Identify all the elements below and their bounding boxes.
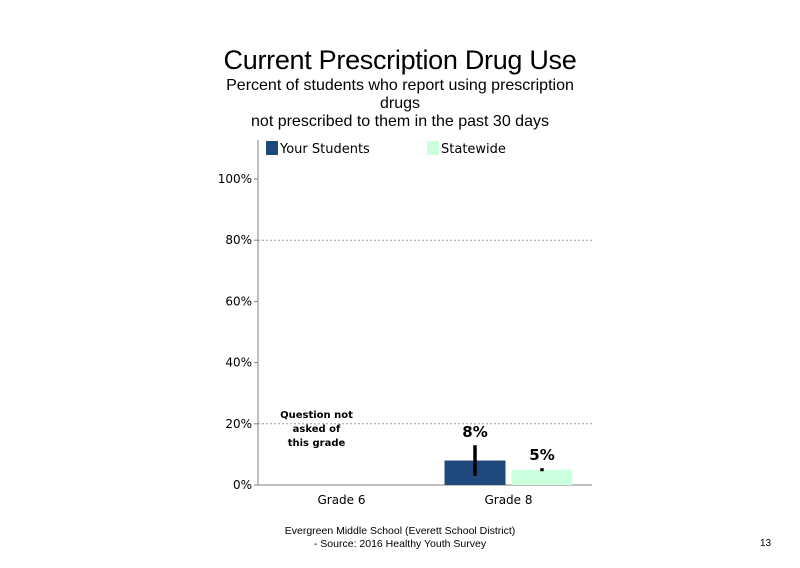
data-label: 8%: [462, 423, 487, 441]
slide-title: Current Prescription Drug Use: [223, 45, 577, 75]
subtitle-line-1: Percent of students who report using pre…: [226, 77, 574, 94]
bar: [511, 469, 573, 485]
legend-swatch: [266, 141, 278, 155]
subtitle-line-2: drugs: [379, 95, 421, 112]
y-tick-label: 40%: [225, 356, 252, 370]
legend-label: Statewide: [441, 142, 506, 157]
annotation-text: asked of: [293, 424, 341, 435]
legend-label: Your Students: [279, 142, 370, 157]
y-tick-label: 60%: [225, 294, 252, 308]
legend-swatch: [427, 141, 439, 155]
y-tick-label: 100%: [218, 172, 252, 186]
footer-line-1: Evergreen Middle School (Everett School …: [284, 525, 516, 537]
slide-subtitle: Percent of students who report using pre…: [200, 77, 600, 131]
annotation-text: this grade: [288, 438, 346, 449]
y-tick-label: 0%: [233, 478, 252, 492]
footer-line-2: - Source: 2016 Healthy Youth Survey: [313, 538, 487, 550]
x-category-label: Grade 8: [484, 493, 532, 507]
y-tick-label: 20%: [225, 417, 252, 431]
x-category-label: Grade 6: [317, 493, 365, 507]
y-tick-label: 80%: [225, 233, 252, 247]
annotation-text: Question not: [280, 410, 353, 421]
page-number: 13: [760, 538, 772, 549]
subtitle-line-3: not prescribed to them in the past 30 da…: [251, 113, 549, 130]
slide-footer: Evergreen Middle School (Everett School …: [200, 525, 600, 551]
data-label: 5%: [529, 446, 554, 464]
